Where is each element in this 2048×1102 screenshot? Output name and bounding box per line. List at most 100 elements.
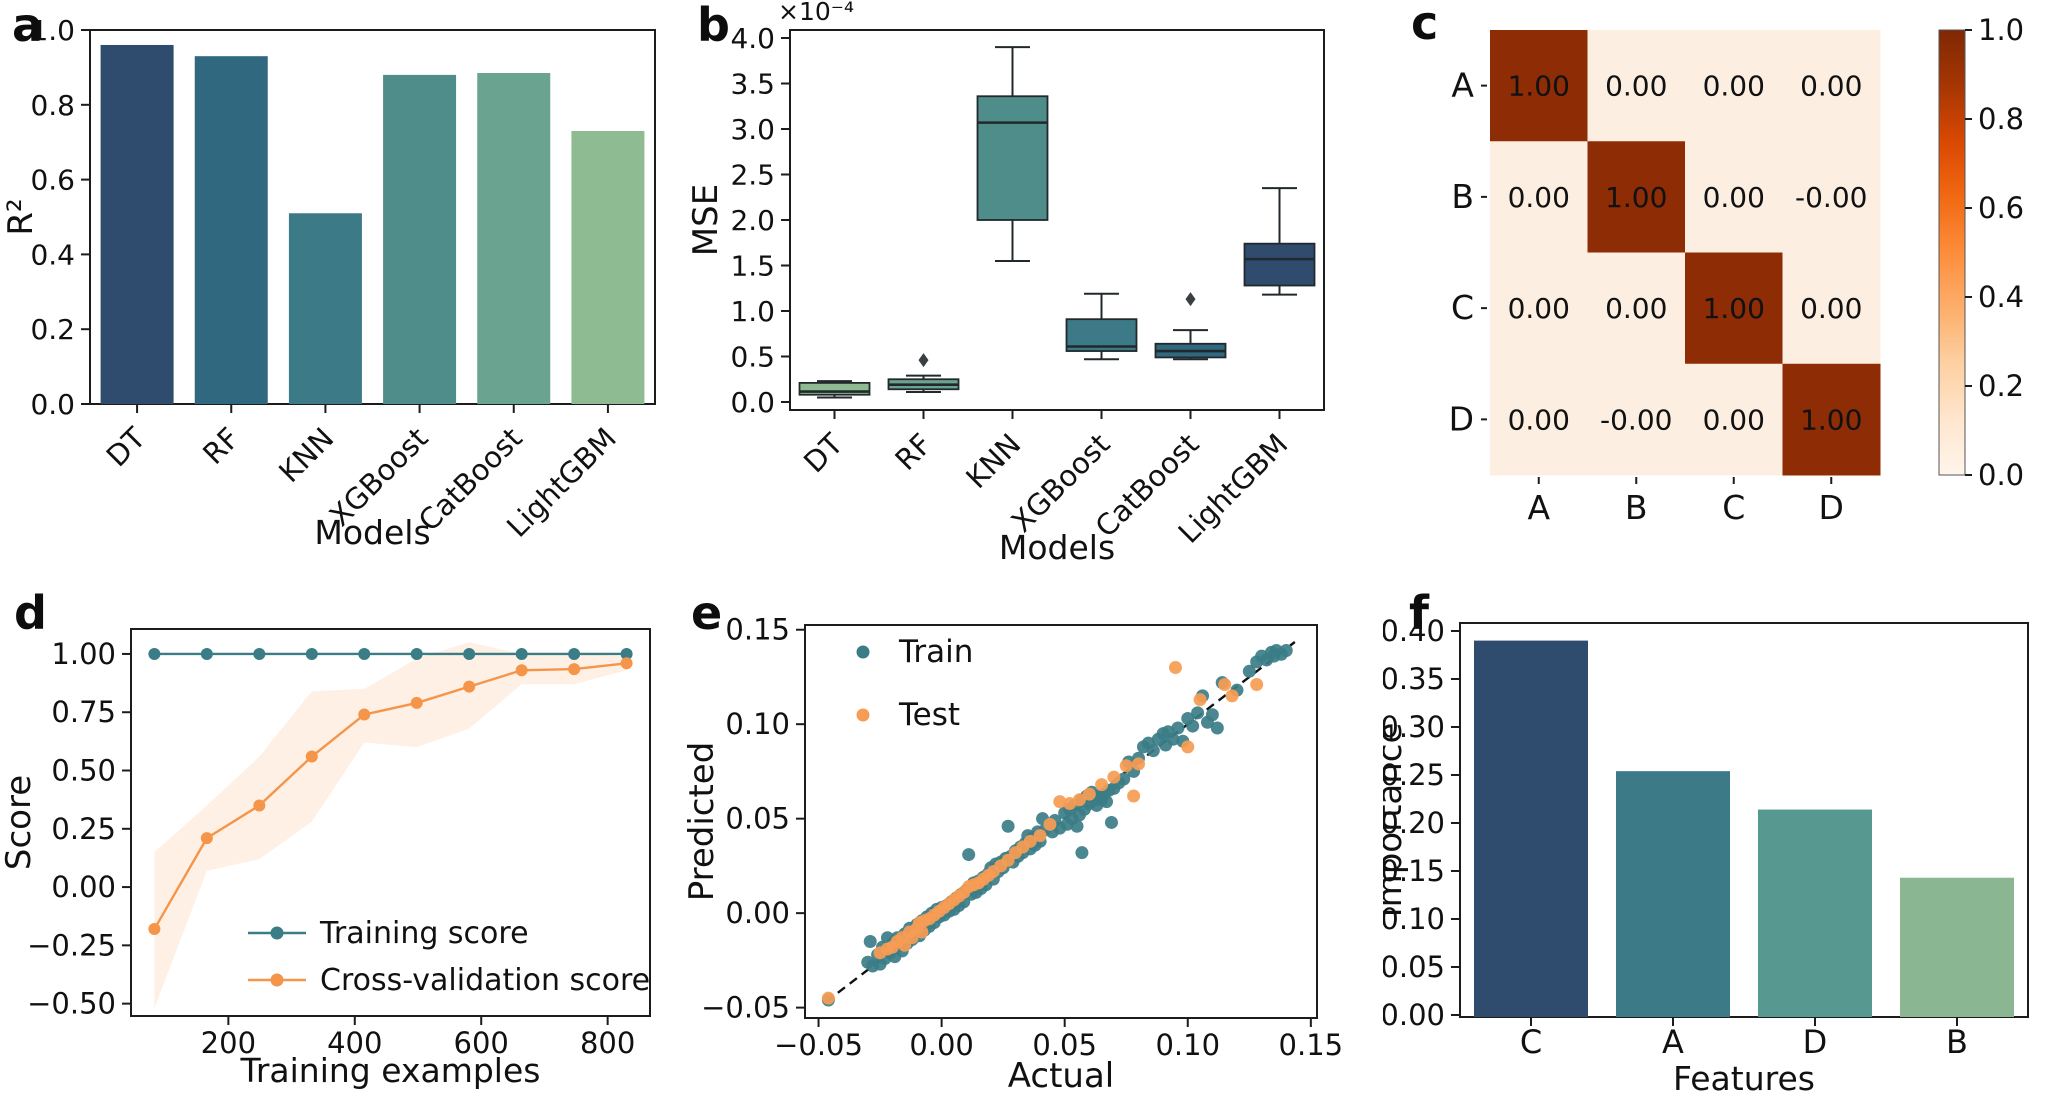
y-tick-label: 0.15: [1383, 854, 1445, 888]
scatter-point: [1166, 732, 1180, 746]
scatter-point: [1250, 678, 1264, 692]
x-tick-label: 0.10: [1155, 1028, 1220, 1062]
y-tick-label: 0.00: [1383, 998, 1445, 1032]
y-tick-label: 0.6: [30, 164, 75, 197]
y-tick-label: 0.2: [30, 313, 75, 346]
box-XGBoost: [1065, 292, 1138, 361]
scatter-point: [1033, 829, 1047, 843]
cell-B-A: [1490, 141, 1588, 253]
y-axis-label: Score: [0, 775, 39, 870]
y-tick-label: 0.00: [725, 896, 790, 930]
cell-value: 1.00: [1508, 70, 1570, 103]
panel-a: a 0.0 0.2 0.4 0.6 0.8 1.0 DT RF KNN XGBoost CatBoo…: [0, 0, 683, 580]
data-point: [620, 657, 633, 670]
x-tick-label: A: [1662, 1023, 1684, 1061]
y-tick-label: 3.5: [730, 68, 775, 101]
y-tick-label: 0.20: [1383, 806, 1445, 840]
scatter-point: [1063, 797, 1077, 811]
cell-value: -0.00: [1795, 181, 1867, 214]
colorbar-tick-label: 0.6: [1978, 191, 2024, 225]
y-tick-label: −0.05: [701, 991, 790, 1025]
scatter-point: [1146, 744, 1160, 758]
colorbar-tick-label: 1.0: [1978, 13, 2024, 47]
panel-label-e: e: [691, 586, 723, 640]
iqr-box: [976, 95, 1049, 221]
cell-value: 0.00: [1508, 403, 1570, 436]
x-axis-label: Features: [1673, 1059, 1815, 1098]
panel-label-d: d: [14, 586, 47, 640]
panel-label-a: a: [12, 0, 44, 52]
col-label: B: [1625, 488, 1648, 527]
scatter-point: [962, 848, 976, 862]
scatter-point: [1001, 819, 1015, 833]
cell-value: 0.00: [1703, 181, 1765, 214]
y-tick-label: 0.25: [1383, 758, 1445, 792]
data-point: [200, 832, 213, 845]
bar-C: [1474, 640, 1588, 1017]
cell-value: 1.00: [1703, 292, 1765, 325]
colorbar: [1938, 29, 1966, 476]
data-point: [463, 680, 476, 693]
cell-A-A: [1490, 30, 1588, 142]
legend-marker: [856, 645, 870, 659]
x-tick-label: 600: [454, 1026, 509, 1060]
scatter-point: [1075, 846, 1089, 860]
cell-value: 0.00: [1703, 70, 1765, 103]
y-tick-label: 2.5: [730, 159, 775, 192]
colorbar-tick-label: 0.4: [1978, 280, 2024, 314]
y-tick-label: 1.0: [730, 295, 775, 328]
y-tick-label: 0.05: [725, 802, 790, 836]
legend-item-train: Train: [856, 634, 973, 670]
scatter-point: [1107, 770, 1121, 784]
cell-C-D: [1782, 252, 1881, 365]
col-label: D: [1819, 488, 1844, 527]
x-tick-label: RF: [888, 427, 938, 477]
scatter-point: [1043, 817, 1057, 831]
y-axis-label: MSE: [686, 184, 726, 256]
data-point: [515, 664, 528, 677]
x-tick-label: 800: [580, 1026, 635, 1060]
y-tick-label: 3.0: [730, 113, 775, 146]
y-tick-label: 1.00: [51, 637, 116, 671]
y-tick-label: 0.05: [1383, 950, 1445, 984]
panel-b: b ×10⁻⁴ 0.0 0.5 1.0 1.5 2.0 2.5 3.0 3.5 4.0 DT RF KN…: [683, 0, 1383, 580]
y-tick-label: 0.10: [1383, 902, 1445, 936]
iqr-box: [1243, 242, 1316, 287]
data-point: [148, 923, 161, 936]
colorbar-tick-label: 0.2: [1978, 369, 2024, 403]
y-tick-label: 0.30: [1383, 710, 1445, 744]
predicted-vs-actual-scatter: −0.05 0.00 0.05 0.10 0.15 −0.05 0.00 0.05 0.10 0.…: [683, 613, 1343, 1096]
y-tick-label: 0.25: [51, 812, 116, 846]
data-point: [200, 647, 213, 660]
colorbar-tick-label: 0.0: [1978, 458, 2024, 492]
data-point: [568, 663, 581, 676]
bar-RF: [194, 56, 268, 405]
cell-C-A: [1490, 252, 1588, 365]
y-tick-label: 0.0: [30, 388, 75, 421]
data-point: [305, 750, 318, 763]
scatter-point: [1082, 787, 1096, 801]
scatter-point: [1218, 678, 1232, 692]
x-tick-label: DT: [797, 427, 850, 480]
panel-label-c: c: [1411, 0, 1439, 50]
data-point: [253, 799, 266, 812]
data-point: [568, 647, 581, 660]
plot-frame: [1459, 622, 2029, 1018]
cell-value: -0.00: [1600, 403, 1672, 436]
panel-f: f 0.00 0.05 0.10 0.15 0.20 0.25 0.30 0.35 0.40 C A…: [1383, 580, 2048, 1102]
x-axis-label: Models: [314, 513, 430, 552]
legend-label: Test: [898, 697, 960, 733]
y-tick-label: 0.40: [1383, 614, 1445, 648]
legend-item-training-score: Training score: [248, 916, 529, 951]
cell-value: 0.00: [1508, 292, 1570, 325]
data-point: [148, 647, 161, 660]
bar-D: [1758, 809, 1872, 1017]
box-KNN: [976, 46, 1049, 262]
cell-value: 0.00: [1605, 70, 1667, 103]
scatter-point: [1279, 644, 1293, 658]
x-tick-label: RF: [196, 421, 246, 471]
scatter-series-test: [821, 661, 1264, 1005]
scatter-point: [1168, 661, 1182, 675]
y-tick-label: 0.10: [725, 707, 790, 741]
